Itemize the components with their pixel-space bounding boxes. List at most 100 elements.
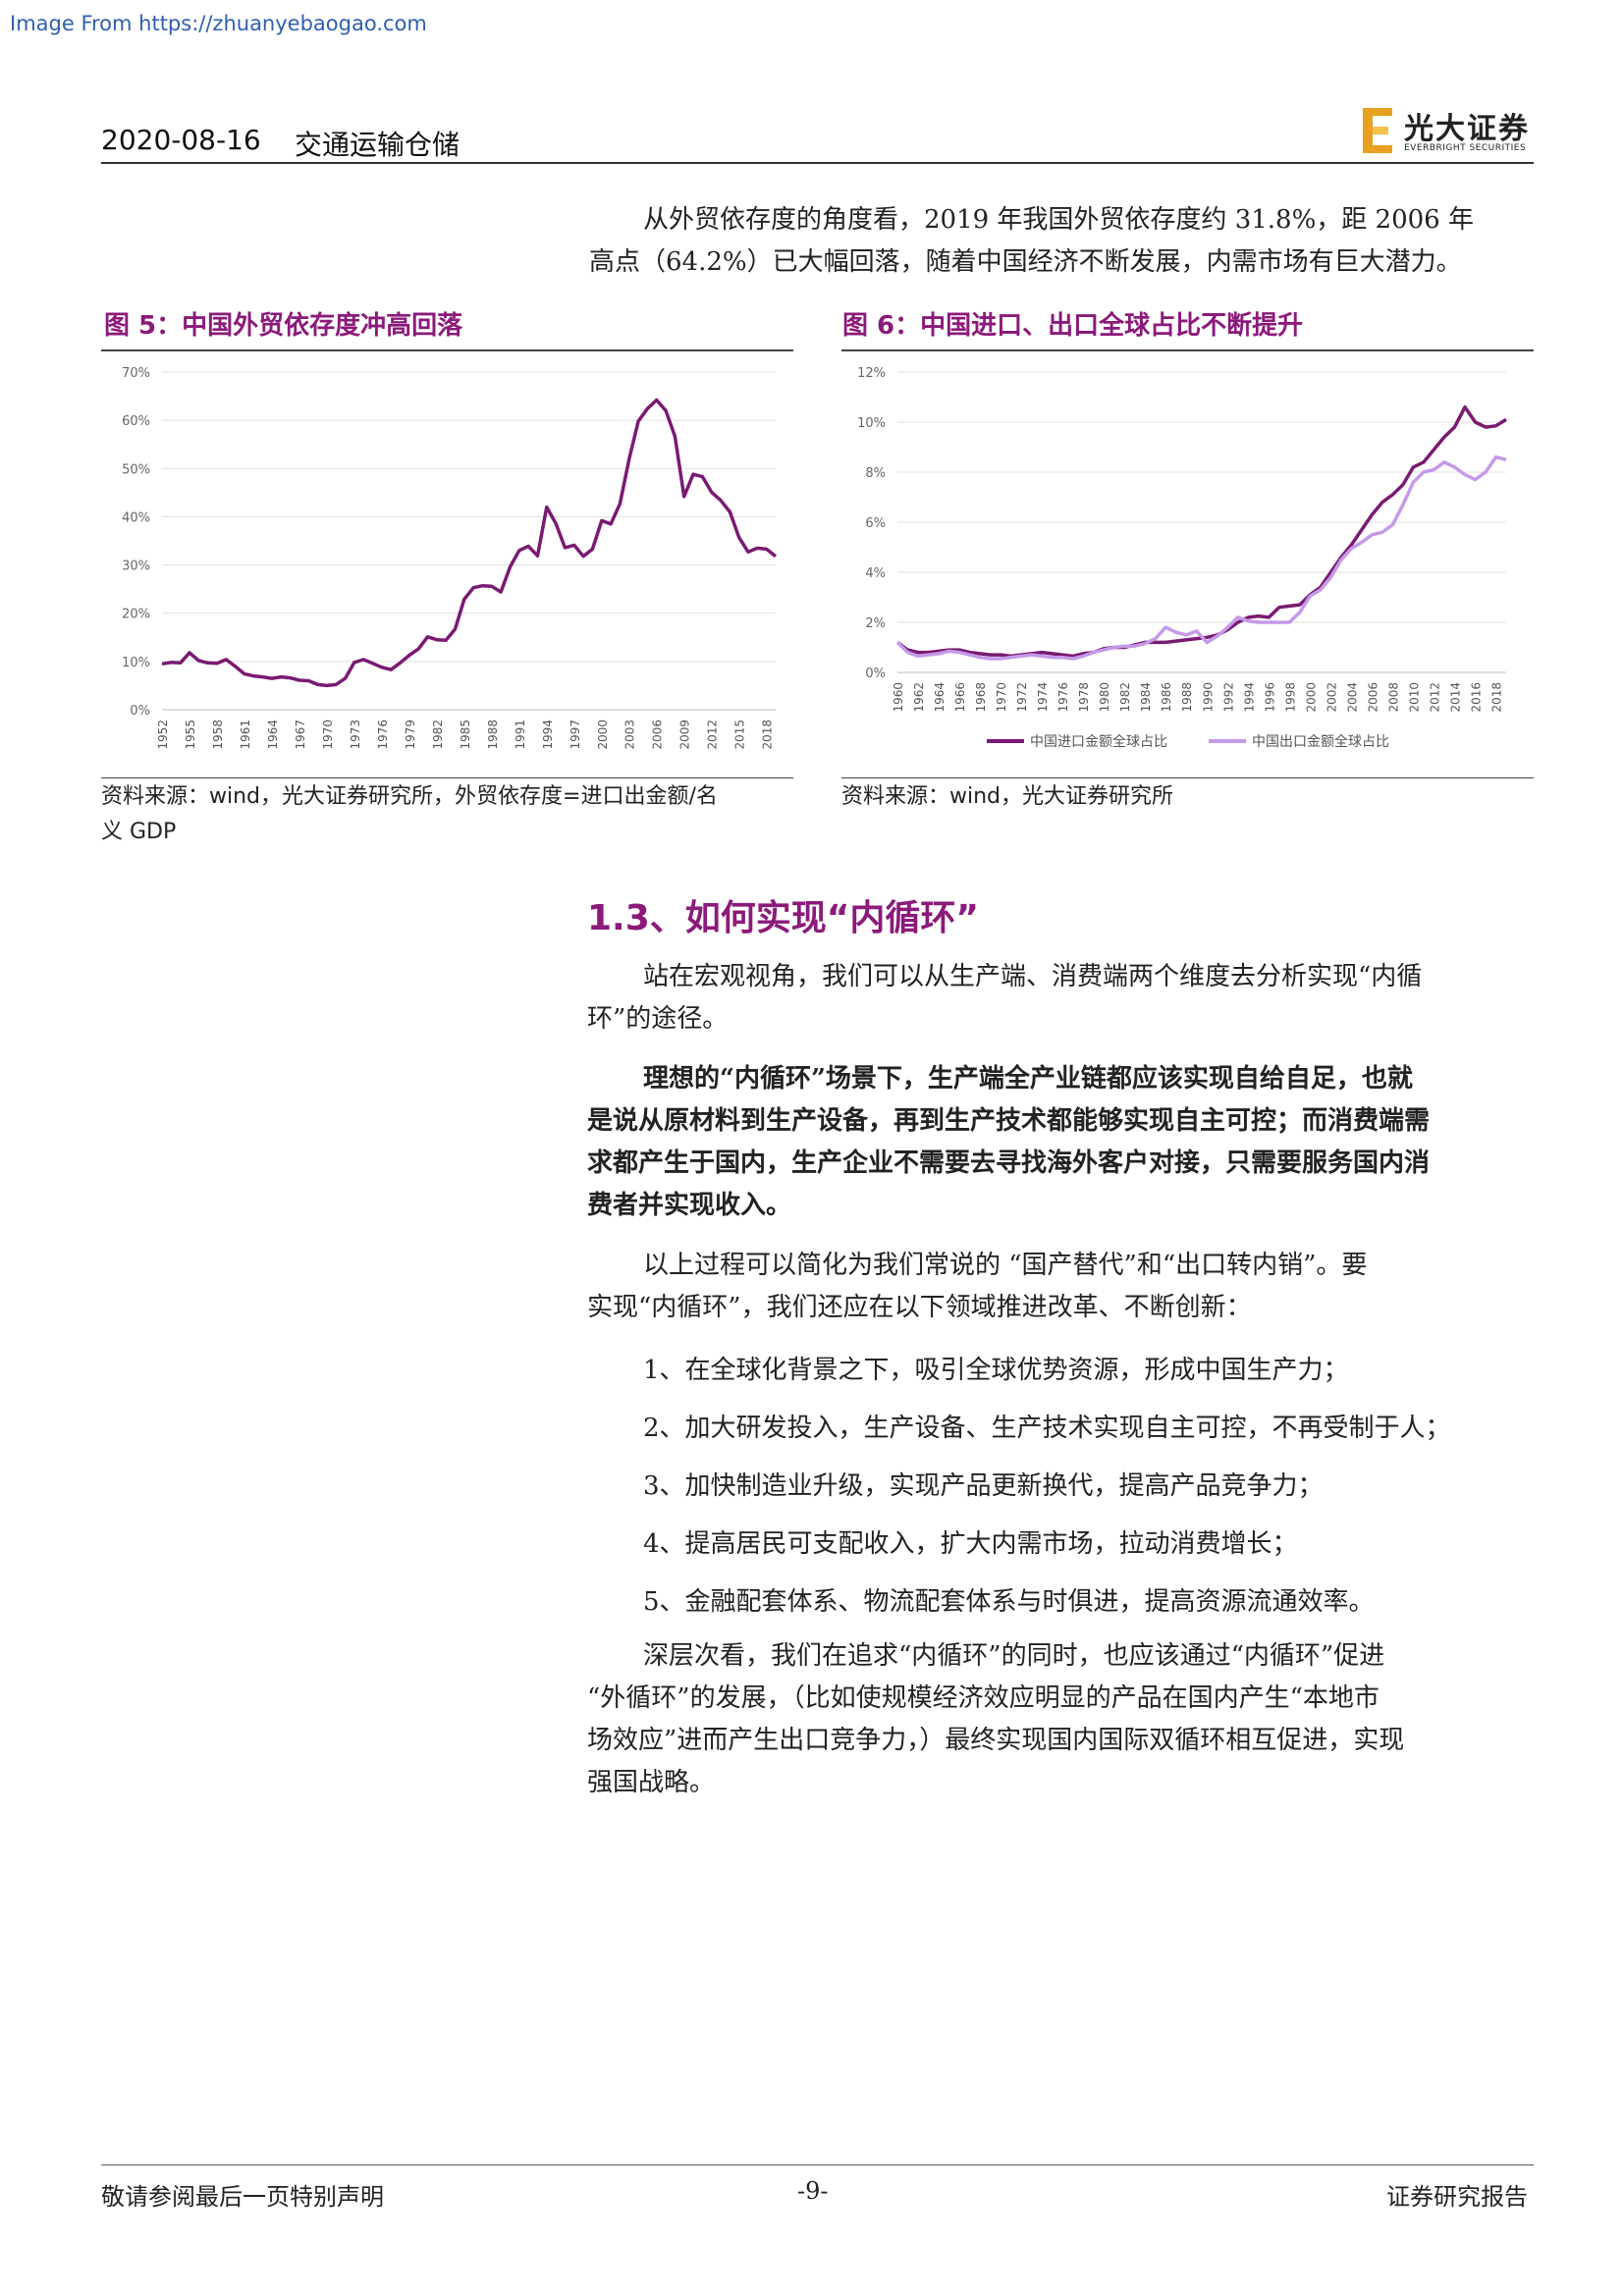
source-watermark: Image From https://zhuanyebaogao.com [10, 12, 427, 35]
y-tick-label: 12% [857, 366, 886, 381]
x-tick-label: 2000 [596, 720, 610, 750]
x-tick-label: 2002 [1325, 682, 1338, 713]
x-tick-label: 1984 [1139, 682, 1153, 713]
x-tick-label: 1964 [933, 682, 947, 713]
x-tick-label: 2014 [1448, 682, 1462, 713]
y-tick-label: 50% [122, 462, 150, 477]
figure6-bottom-rule [841, 777, 1534, 778]
figure6-top-rule [841, 349, 1534, 351]
x-tick-label: 2012 [1428, 682, 1441, 713]
y-tick-label: 40% [122, 510, 150, 525]
x-tick-label: 2009 [678, 720, 692, 750]
x-tick-label: 1978 [1077, 682, 1091, 713]
x-tick-label: 1960 [892, 682, 905, 713]
report-date: 2020-08-16 [101, 124, 261, 156]
footer-disclaimer: 敬请参阅最后一页特别声明 [101, 2183, 384, 2211]
legend-label: 中国出口金额全球占比 [1252, 733, 1389, 750]
logo-text-en: EVERBRIGHT SECURITIES [1404, 143, 1527, 153]
intro-line-2: 高点（64.2%）已大幅回落，随着中国经济不断发展，内需市场有巨大潜力。 [589, 247, 1462, 277]
y-tick-label: 10% [122, 656, 150, 670]
x-tick-label: 2003 [623, 720, 637, 750]
x-tick-label: 1967 [294, 720, 307, 750]
x-tick-label: 1952 [156, 720, 170, 750]
figure6-title: 图 6：中国进口、出口全球占比不断提升 [842, 311, 1304, 341]
y-tick-label: 70% [122, 366, 150, 381]
figure5-chart: 0% 10% 20% 30% 40% 50% 60% 70% 1952 1955 1958 1961 1… [122, 366, 778, 750]
x-tick-label: 1976 [376, 720, 390, 750]
y-tick-label: 2% [865, 616, 886, 631]
p4-line-4: 强国战略。 [587, 1768, 716, 1797]
x-tick-label: 1998 [1283, 682, 1297, 713]
x-tick-label: 2015 [733, 720, 747, 750]
header-divider [101, 162, 1534, 164]
list-item: 5、金融配套体系、物流配套体系与时俱进，提高资源流通效率。 [643, 1587, 1375, 1617]
list-item: 3、加快制造业升级，实现产品更新换代，提高产品竞争力； [643, 1471, 1324, 1501]
x-tick-label: 1962 [912, 682, 926, 713]
x-tick-label: 1991 [514, 720, 527, 750]
x-tick-label: 1979 [404, 720, 417, 750]
x-tick-label: 2016 [1469, 682, 1483, 713]
p4-line-3: 场效应”进而产生出口竞争力，）最终实现国内国际双循环相互促进，实现 [587, 1726, 1405, 1755]
x-tick-label: 1985 [459, 720, 472, 750]
x-tick-label: 1992 [1221, 682, 1235, 713]
x-tick-label: 1966 [953, 682, 967, 713]
series-line [895, 454, 1507, 661]
list-item: 2、加大研发投入，生产设备、生产技术实现自主可控，不再受制于人； [643, 1414, 1451, 1443]
figure5-source-line-1: 资料来源：wind，光大证券研究所，外贸依存度=进口出金额/名 [101, 784, 718, 809]
series-line [895, 404, 1507, 659]
x-tick-label: 1994 [541, 720, 555, 750]
p2-line-4: 费者并实现收入。 [587, 1191, 792, 1220]
y-tick-label: 0% [865, 667, 886, 681]
x-tick-label: 2004 [1345, 682, 1359, 713]
report-sector: 交通运输仓储 [295, 129, 460, 161]
y-tick-label: 8% [865, 466, 886, 481]
p3-line-1: 以上过程可以简化为我们常说的 “国产替代”和“出口转内销”。要 [643, 1251, 1368, 1280]
x-tick-label: 2012 [706, 720, 720, 750]
logo-text-cn: 光大证券 [1404, 112, 1530, 146]
y-tick-label: 60% [122, 414, 150, 429]
p4-line-2: “外循环”的发展，（比如使规模经济效应明显的产品在国内产生“本地市 [587, 1683, 1380, 1713]
x-tick-label: 1961 [239, 720, 252, 750]
x-tick-label: 1976 [1056, 682, 1070, 713]
x-tick-label: 2006 [1366, 682, 1380, 713]
p2-line-2: 是说从原材料到生产设备，再到生产技术都能够实现自主可控；而消费端需 [587, 1106, 1431, 1136]
x-tick-label: 1964 [266, 720, 280, 750]
x-tick-label: 1968 [974, 682, 988, 713]
y-tick-label: 6% [865, 516, 886, 531]
x-tick-label: 1972 [1015, 682, 1029, 713]
everbright-logo: 光大证券 EVERBRIGHT SECURITIES [1361, 104, 1538, 157]
figure6-source: 资料来源：wind，光大证券研究所 [841, 784, 1174, 809]
x-tick-label: 2008 [1386, 682, 1400, 713]
p1-line-1: 站在宏观视角，我们可以从生产端、消费端两个维度去分析实现“内循 [643, 962, 1423, 991]
list-item: 1、在全球化背景之下，吸引全球优势资源，形成中国生产力； [643, 1356, 1349, 1385]
figure5-source-line-2: 义 GDP [101, 820, 177, 844]
p4-line-1: 深层次看，我们在追求“内循环”的同时，也应该通过“内循环”促进 [643, 1641, 1385, 1671]
x-tick-label: 2000 [1304, 682, 1318, 713]
series-line [161, 398, 778, 688]
x-tick-label: 1994 [1242, 682, 1256, 713]
x-tick-label: 2018 [1489, 682, 1503, 713]
footer-divider [101, 2164, 1534, 2165]
x-tick-label: 1988 [1180, 682, 1194, 713]
x-tick-label: 1986 [1160, 682, 1173, 713]
x-tick-label: 1955 [184, 720, 197, 750]
x-tick-label: 1958 [211, 720, 225, 750]
figure5-title: 图 5：中国外贸依存度冲高回落 [104, 311, 463, 341]
x-tick-label: 1996 [1263, 682, 1276, 713]
p2-line-1: 理想的“内循环”场景下，生产端全产业链都应该实现自给自足，也就 [643, 1064, 1413, 1094]
x-tick-label: 1990 [1201, 682, 1215, 713]
x-tick-label: 1970 [321, 720, 335, 750]
list-item: 4、提高居民可支配收入，扩大内需市场，拉动消费增长； [643, 1529, 1298, 1559]
x-tick-label: 1988 [486, 720, 500, 750]
p1-line-2: 环”的途径。 [587, 1004, 729, 1034]
p2-line-3: 求都产生于国内，生产企业不需要去寻找海外客户对接，只需要服务国内消 [587, 1148, 1431, 1178]
figure6-chart: 0% 2% 4% 6% 8% 10% 12% 1960 1962 1964 1966 1968 1970… [857, 366, 1507, 750]
x-tick-label: 1982 [431, 720, 445, 750]
footer-report-type: 证券研究报告 [1386, 2183, 1528, 2211]
x-tick-label: 1980 [1098, 682, 1111, 713]
x-tick-label: 1974 [1036, 682, 1050, 713]
x-tick-label: 1997 [568, 720, 582, 750]
y-tick-label: 30% [122, 560, 150, 574]
figure5-bottom-rule [101, 777, 793, 778]
y-tick-label: 10% [857, 416, 886, 431]
